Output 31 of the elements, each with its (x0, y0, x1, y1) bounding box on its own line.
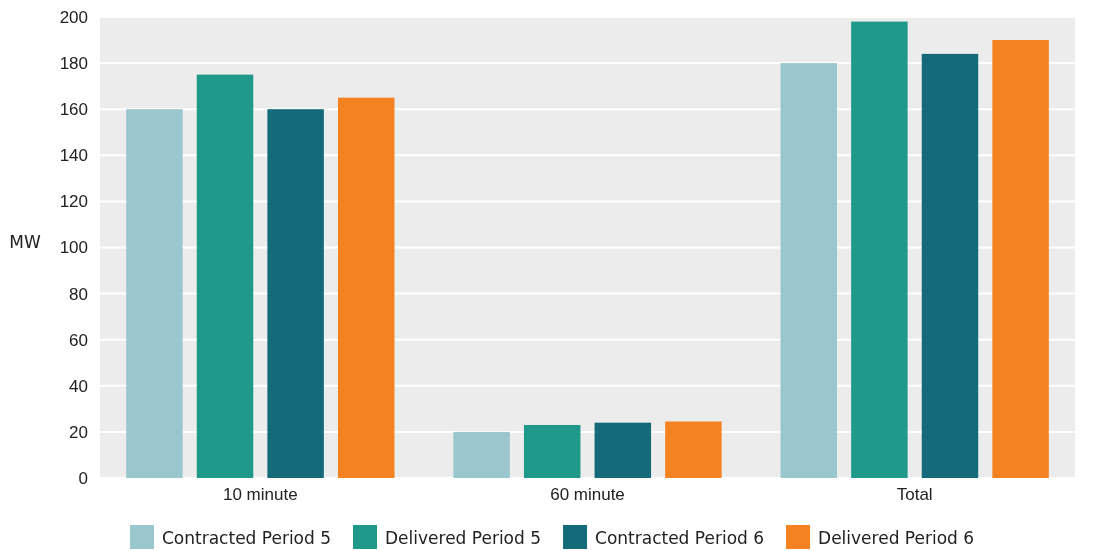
legend-label: Contracted Period 6 (595, 528, 765, 548)
bar (921, 53, 979, 478)
legend-label: Delivered Period 6 (818, 528, 975, 548)
legend-label: Delivered Period 5 (385, 528, 542, 548)
y-tick-label: 100 (59, 238, 88, 258)
bar (780, 63, 838, 478)
y-axis-title: MW (9, 232, 41, 252)
legend-label: Contracted Period 5 (162, 528, 332, 548)
y-tick-label: 120 (59, 192, 88, 212)
bar (992, 40, 1049, 478)
y-tick-label: 200 (59, 7, 88, 27)
y-tick-label: 180 (59, 54, 88, 74)
bar (851, 21, 908, 478)
bar (196, 74, 254, 478)
y-tick-label: 60 (69, 330, 88, 350)
y-tick-label: 40 (69, 376, 88, 396)
y-tick-label: 160 (59, 100, 88, 120)
x-tick-label: Total (896, 485, 933, 505)
bar (267, 109, 324, 478)
bar (126, 109, 183, 478)
bar (665, 421, 722, 478)
x-tick-label: 10 minute (222, 485, 298, 505)
bar (337, 97, 395, 478)
y-tick-label: 80 (69, 284, 88, 304)
y-tick-label: 0 (78, 468, 88, 488)
bar (453, 431, 510, 478)
bar (523, 424, 581, 478)
bar (594, 422, 652, 478)
x-tick-label: 60 minute (550, 485, 625, 505)
y-tick-label: 140 (59, 146, 88, 166)
y-tick-label: 20 (69, 422, 88, 442)
